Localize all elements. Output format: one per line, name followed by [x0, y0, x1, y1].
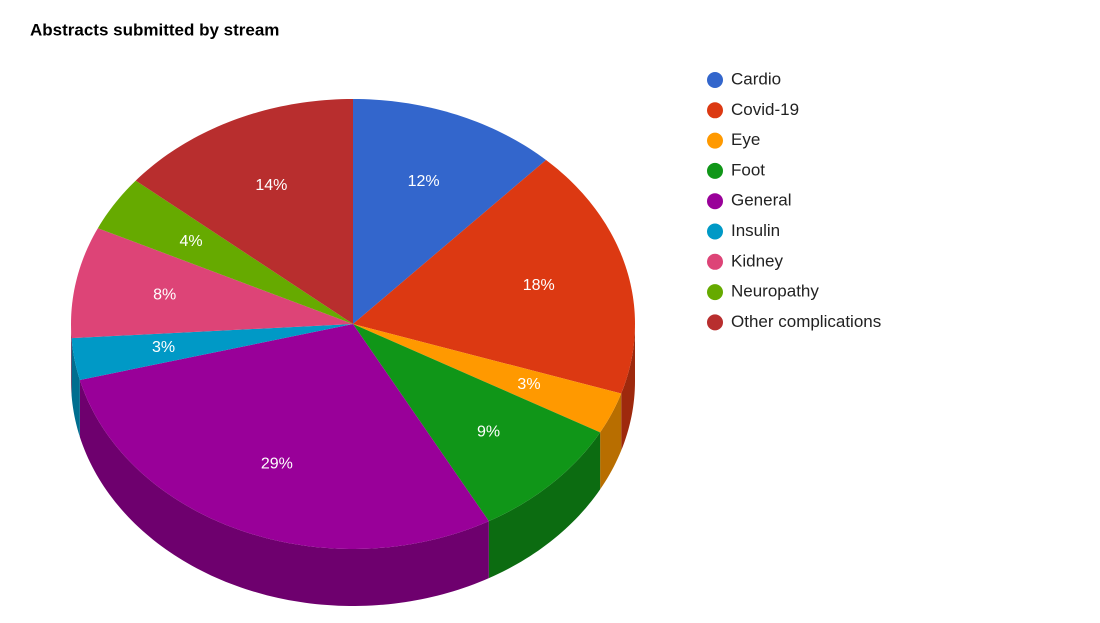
- slice-label: 18%: [523, 277, 555, 294]
- legend-swatch: [707, 253, 723, 270]
- legend-label: Neuropathy: [731, 282, 819, 301]
- slice-label: 3%: [152, 339, 175, 356]
- slice-side: [488, 432, 601, 579]
- slice-label: 29%: [261, 456, 293, 473]
- slice: [79, 324, 489, 549]
- slice-label: 8%: [153, 287, 176, 304]
- legend-label: Other complications: [731, 312, 881, 331]
- slice-label: 14%: [255, 177, 287, 194]
- slice-label: 4%: [180, 233, 203, 250]
- slice: [71, 228, 353, 339]
- slice-side: [621, 324, 635, 451]
- slice-side: [71, 338, 80, 437]
- legend-swatch: [707, 223, 723, 240]
- legend-swatch: [707, 102, 723, 119]
- slice: [71, 324, 354, 380]
- legend-swatch: [707, 193, 723, 210]
- slice-side: [600, 393, 622, 490]
- legend-label: Covid-19: [731, 100, 799, 119]
- slice-side: [71, 324, 72, 396]
- slice-label: 9%: [477, 423, 500, 440]
- chart-title: Abstracts submitted by stream: [30, 20, 279, 39]
- slice: [353, 324, 601, 522]
- slice-label: 3%: [517, 376, 540, 393]
- legend-swatch: [707, 132, 723, 149]
- legend-swatch: [707, 284, 723, 301]
- slice-side: [79, 379, 489, 606]
- legend-label: Cardio: [731, 69, 781, 88]
- slice: [97, 180, 353, 324]
- legend-swatch: [707, 72, 723, 88]
- slice: [353, 99, 547, 324]
- legend-swatch: [707, 162, 723, 179]
- legend-label: Eye: [731, 130, 760, 149]
- slice-label: 12%: [408, 173, 440, 190]
- slice: [135, 99, 353, 324]
- legend-label: Insulin: [731, 221, 780, 240]
- slice: [353, 324, 622, 433]
- legend-swatch: [707, 314, 723, 331]
- slice: [353, 159, 635, 394]
- legend-label: Foot: [731, 160, 765, 179]
- legend-label: Kidney: [731, 251, 783, 270]
- legend-label: General: [731, 191, 791, 210]
